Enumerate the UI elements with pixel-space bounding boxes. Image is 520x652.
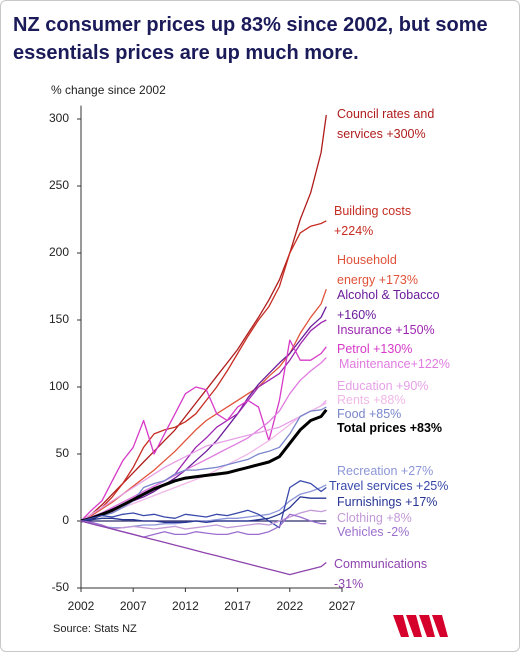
series-line bbox=[80, 399, 327, 522]
y-tick-label: 300 bbox=[49, 111, 69, 125]
series-label: Total prices +83% bbox=[337, 421, 443, 435]
series-label: Clothing +8% bbox=[337, 511, 412, 525]
series-line bbox=[80, 496, 327, 523]
logo bbox=[393, 615, 448, 637]
series-line bbox=[80, 220, 327, 522]
y-axis-label: % change since 2002 bbox=[51, 83, 166, 97]
series-label: Recreation +27% bbox=[337, 464, 434, 478]
series-label: Education +90% bbox=[337, 379, 429, 393]
y-tick-label: 150 bbox=[49, 312, 69, 326]
series-line bbox=[80, 480, 327, 529]
series-line bbox=[80, 406, 327, 522]
series-line bbox=[80, 357, 327, 522]
x-tick-label: 2007 bbox=[120, 599, 147, 613]
series-label: Food +85% bbox=[337, 407, 402, 421]
series-line bbox=[80, 408, 328, 523]
x-tick-label: 2012 bbox=[172, 599, 199, 613]
x-tick-label: 2027 bbox=[329, 599, 356, 613]
series-label: Petrol +130% bbox=[337, 342, 413, 356]
series-label: Vehicles -2% bbox=[337, 525, 410, 539]
series-line bbox=[80, 520, 327, 576]
series-line bbox=[80, 509, 327, 530]
y-tick-label: 100 bbox=[49, 379, 69, 393]
series-label: Furnishings +17% bbox=[337, 495, 438, 509]
series-label: Household energy +173% bbox=[337, 253, 418, 287]
x-tick-label: 2017 bbox=[224, 599, 251, 613]
series-label: Maintenance+122% bbox=[339, 357, 450, 371]
series-line bbox=[80, 339, 327, 522]
y-tick-label: 50 bbox=[56, 446, 70, 460]
series-label: Communications -31% bbox=[334, 557, 428, 591]
x-tick-label: 2022 bbox=[276, 599, 303, 613]
y-tick-label: 0 bbox=[62, 513, 69, 527]
series-label: Alcohol & Tobacco +160% bbox=[337, 288, 440, 322]
y-tick-label: 250 bbox=[49, 178, 69, 192]
source: Source: Stats NZ bbox=[53, 623, 137, 635]
series-label: Insurance +150% bbox=[337, 323, 435, 337]
series-label: Travel services +25% bbox=[329, 479, 449, 493]
y-tick-label: 200 bbox=[49, 245, 69, 259]
x-tick-label: 2002 bbox=[68, 599, 95, 613]
chart-title: NZ consumer prices up 83% since 2002, bu… bbox=[13, 14, 488, 64]
series-line bbox=[80, 288, 327, 522]
series-label: Council rates and services +300% bbox=[337, 107, 435, 141]
series-line bbox=[80, 402, 327, 522]
y-tick-label: -50 bbox=[52, 580, 70, 594]
series-label: Rents +88% bbox=[337, 393, 406, 407]
series-label: Building costs +224% bbox=[334, 204, 412, 238]
